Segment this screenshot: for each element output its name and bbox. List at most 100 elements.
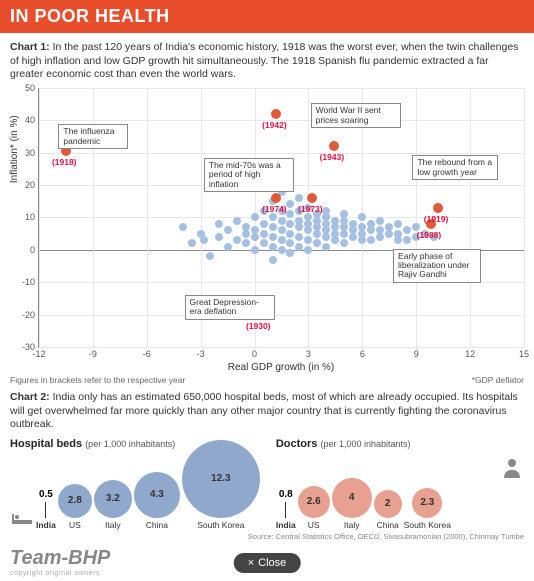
year-label: (1973)	[298, 204, 323, 214]
gridline-h	[39, 88, 524, 89]
data-point	[322, 243, 330, 251]
data-point	[313, 230, 321, 238]
bubble: 4	[332, 478, 372, 518]
data-point	[394, 220, 402, 228]
bubble-label: Italy	[105, 520, 121, 530]
data-point	[394, 236, 402, 244]
bubble-label: India	[36, 520, 56, 530]
highlight-point	[307, 193, 317, 203]
annotation-box: The rebound from a low growth year	[412, 155, 498, 180]
footnote-right: *GDP deflator	[472, 375, 524, 385]
y-tick: 50	[25, 83, 39, 93]
data-point	[385, 230, 393, 238]
close-icon: ×	[248, 557, 254, 569]
annotation-box: Great Depression-era deflation	[185, 295, 275, 320]
data-point	[242, 239, 250, 247]
scatter-plot: Inflation* (in %) -30-20-1001020304050-1…	[38, 88, 524, 348]
data-point	[322, 233, 330, 241]
close-button[interactable]: × Close	[234, 553, 301, 573]
gridline-h	[39, 315, 524, 316]
data-point	[313, 239, 321, 247]
data-point	[269, 256, 277, 264]
data-point	[260, 239, 268, 247]
bubble-label: US	[308, 520, 320, 530]
bubble-item: 4Italy	[332, 478, 372, 530]
bubble-label: India	[276, 520, 296, 530]
y-axis-label: Inflation* (in %)	[9, 116, 20, 184]
x-tick: 6	[360, 347, 365, 359]
highlight-point	[271, 193, 281, 203]
header-title: IN POOR HEALTH	[10, 6, 170, 26]
footnote-left: Figures in brackets refer to the respect…	[10, 375, 185, 385]
data-point	[206, 252, 214, 260]
data-point	[286, 200, 294, 208]
data-point	[367, 236, 375, 244]
data-point	[358, 213, 366, 221]
chart2-label: Chart 2:	[10, 391, 50, 403]
data-point	[179, 223, 187, 231]
data-point	[304, 236, 312, 244]
y-tick: 0	[30, 245, 39, 255]
year-label: (1919)	[424, 214, 449, 224]
data-point	[269, 243, 277, 251]
data-point	[269, 233, 277, 241]
data-point	[251, 213, 259, 221]
year-label: (1918)	[52, 157, 77, 167]
chart2-description: Chart 2: India only has an estimated 650…	[10, 391, 524, 432]
gridline-v	[147, 88, 148, 347]
india-value: 0.8	[279, 489, 293, 500]
year-label: (1942)	[262, 120, 287, 130]
year-label: (1974)	[262, 204, 287, 214]
x-tick: 3	[306, 347, 311, 359]
doctors-chart: Doctors (per 1,000 inhabitants) 0.8India…	[276, 438, 524, 530]
gridline-h	[39, 153, 524, 154]
chart1-desc-text: In the past 120 years of India's economi…	[10, 41, 518, 80]
bubble-label: China	[377, 520, 399, 530]
data-point	[295, 243, 303, 251]
data-point	[278, 226, 286, 234]
data-point	[233, 217, 241, 225]
year-label: (1943)	[320, 152, 345, 162]
data-point	[331, 236, 339, 244]
bubble-label: China	[146, 520, 168, 530]
close-label: Close	[258, 557, 286, 569]
x-tick: -6	[143, 347, 151, 359]
data-point	[304, 226, 312, 234]
data-point	[278, 217, 286, 225]
data-point	[304, 246, 312, 254]
data-point	[224, 226, 232, 234]
bubble: 4.3	[134, 472, 180, 518]
india-value: 0.5	[39, 489, 53, 500]
bubble-label: US	[69, 520, 81, 530]
x-tick: 12	[465, 347, 475, 359]
year-label: (1930)	[246, 321, 271, 331]
annotation-box: Early phase of liberalization under Raji…	[393, 249, 481, 283]
data-point	[340, 239, 348, 247]
data-point	[403, 236, 411, 244]
bubble-item: 0.5 India	[36, 489, 56, 530]
annotation-box: The influenza pandemic	[58, 124, 128, 149]
data-point	[295, 194, 303, 202]
bubble: 2	[374, 490, 402, 518]
bubble: 2.6	[298, 486, 330, 518]
data-point	[278, 236, 286, 244]
bubble-item: 0.8 India	[276, 489, 296, 530]
data-point	[286, 230, 294, 238]
chart1-footnote: Figures in brackets refer to the respect…	[10, 375, 524, 385]
data-point	[200, 236, 208, 244]
doctor-icon	[500, 456, 524, 480]
data-point	[286, 210, 294, 218]
bubble-label: South Korea	[404, 520, 451, 530]
data-point	[349, 233, 357, 241]
data-point	[269, 213, 277, 221]
y-tick: 30	[25, 148, 39, 158]
data-point	[215, 220, 223, 228]
data-point	[251, 233, 259, 241]
data-point	[286, 249, 294, 257]
gridline-v	[470, 88, 471, 347]
doctors-title: Doctors	[276, 438, 318, 450]
bubble-item: 2.6 US	[298, 486, 330, 530]
bubble: 2.3	[412, 488, 442, 518]
beds-unit: (per 1,000 inhabitants)	[85, 439, 175, 449]
chart2-desc-text: India only has an estimated 650,000 hosp…	[10, 391, 518, 430]
